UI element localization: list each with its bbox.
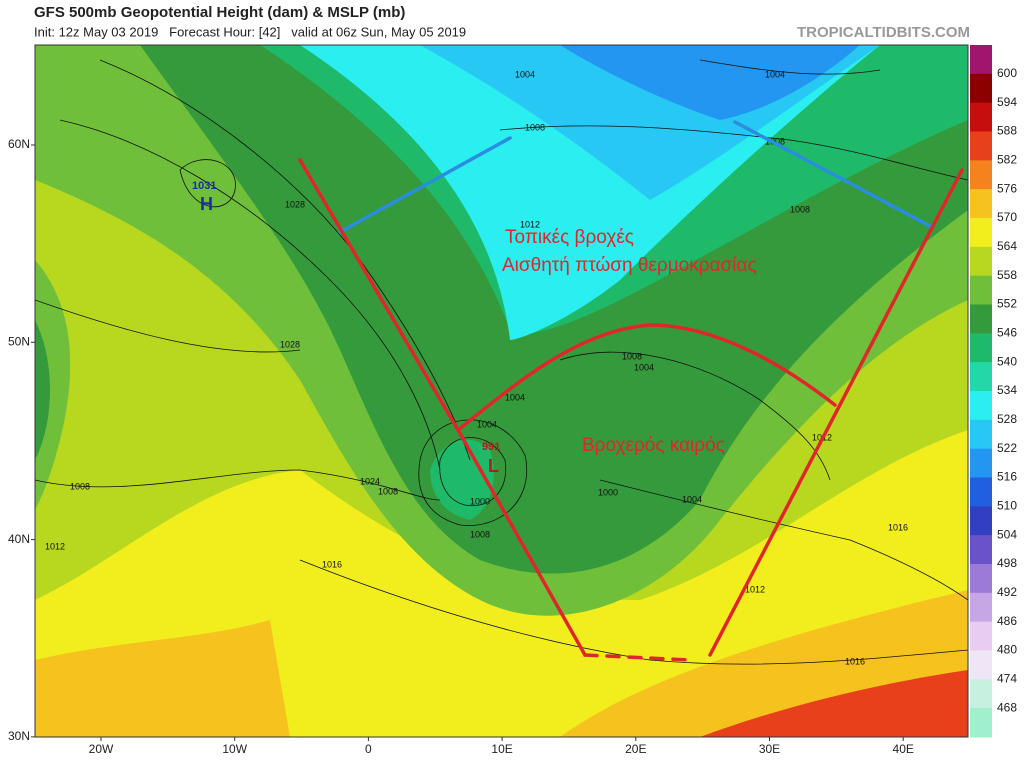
colorbar-segment — [970, 564, 992, 594]
colorbar-label: 594 — [997, 95, 1017, 109]
isobar-label: 1004 — [477, 419, 497, 429]
colorbar-segment — [970, 362, 992, 392]
isobar-label: 1004 — [682, 494, 702, 504]
isobar-label: 1000 — [598, 487, 618, 497]
colorbar-label: 558 — [997, 268, 1017, 282]
colorbar-label: 528 — [997, 412, 1017, 426]
colorbar-label: 516 — [997, 470, 1017, 484]
colorbar-label: 600 — [997, 66, 1017, 80]
colorbar-label: 546 — [997, 326, 1017, 340]
isobar-label: 1028 — [280, 339, 300, 349]
colorbar-segment — [970, 45, 992, 75]
isobar-label: 1004 — [634, 362, 654, 372]
colorbar-label: 468 — [997, 700, 1017, 714]
colorbar-segment — [970, 592, 992, 623]
latitude-label: 50N — [8, 334, 30, 348]
colorbar-segment — [970, 131, 992, 161]
annotation: Αισθητή πτώση θερμοκρασίας — [502, 255, 757, 276]
longitude-label: 30E — [759, 742, 780, 756]
isobar-label: 1008 — [525, 122, 545, 132]
colorbar-segment — [970, 218, 992, 248]
title: GFS 500mb Geopotential Height (dam) & MS… — [34, 4, 405, 21]
colorbar-segment — [970, 304, 992, 334]
isobar-label: 1028 — [285, 199, 305, 209]
isobar-label: 1016 — [888, 522, 908, 532]
longitude-label: 20W — [89, 742, 114, 756]
isobar-label: 1008 — [378, 486, 398, 496]
longitude-label: 0 — [365, 742, 372, 756]
isobar-label: 1012 — [45, 541, 65, 551]
colorbar-segment — [970, 333, 992, 363]
colorbar-segment — [970, 73, 992, 104]
colorbar-segment — [970, 391, 992, 421]
colorbar-segment — [970, 621, 992, 651]
colorbar-label: 492 — [997, 585, 1017, 599]
colorbar-label: 576 — [997, 181, 1017, 195]
latitude-label: 40N — [8, 532, 30, 546]
colorbar-segment — [970, 506, 992, 536]
colorbar-label: 504 — [997, 527, 1017, 541]
isobar-label: 1008 — [790, 204, 810, 214]
colorbar-label: 474 — [997, 672, 1017, 686]
subtitle: Init: 12z May 03 2019 Forecast Hour: [42… — [34, 24, 466, 39]
longitude-label: 40E — [893, 742, 914, 756]
low-pressure-value: 991 — [482, 441, 500, 453]
colorbar: 600 594 588 582 576 570 564 558 552 546 540 534 528 5… — [970, 45, 1017, 738]
isobar-label: 1012 — [745, 584, 765, 594]
colorbar-label: 540 — [997, 354, 1017, 368]
map-frame — [34, 44, 969, 738]
colorbar-segment — [970, 246, 992, 277]
isobar-label: 1004 — [505, 392, 525, 402]
isobar-label: 1016 — [845, 656, 865, 666]
colorbar-label: 582 — [997, 153, 1017, 167]
isobar-label: 1004 — [515, 69, 535, 79]
longitude-label: 10E — [491, 742, 512, 756]
latitude-label: 60N — [8, 137, 30, 151]
isobar-label: 1004 — [765, 69, 785, 79]
isobar-label: 1000 — [470, 496, 490, 506]
colorbar-segment — [970, 189, 992, 219]
colorbar-segment — [970, 102, 992, 132]
source: TROPICALTIDBITS.COM — [797, 24, 970, 41]
colorbar-label: 486 — [997, 614, 1017, 628]
low-pressure-symbol: L — [488, 456, 499, 476]
colorbar-segment — [970, 160, 992, 190]
colorbar-label: 498 — [997, 556, 1017, 570]
colorbar-segment — [970, 535, 992, 565]
colorbar-label: 588 — [997, 124, 1017, 138]
colorbar-segment — [970, 650, 992, 680]
colorbar-segment — [970, 275, 992, 305]
annotation: Βροχερός καιρός — [582, 435, 725, 456]
colorbar-label: 510 — [997, 499, 1017, 513]
colorbar-segment — [970, 419, 992, 450]
colorbar-label: 552 — [997, 297, 1017, 311]
longitude-label: 10W — [222, 742, 247, 756]
high-pressure-value: 1031 — [192, 180, 216, 192]
isobar-label: 1008 — [470, 529, 490, 539]
map: 1004 1004 1008 1008 1008 1012 1028 1028 … — [35, 45, 968, 737]
isobar-label: 1008 — [70, 481, 90, 491]
longitude-label: 20E — [625, 742, 646, 756]
forecast-annotations — [298, 120, 964, 662]
annotation: Τοπικές βροχές — [505, 227, 634, 248]
map-axes: 60N 50N 40N 30N 20W 10W 0 10E 20E 30E 40E — [8, 137, 914, 756]
colorbar-label: 522 — [997, 441, 1017, 455]
colorbar-segment — [970, 448, 992, 478]
high-pressure-symbol: H — [200, 194, 213, 214]
isobar-label: 1012 — [520, 219, 540, 229]
colorbar-label: 570 — [997, 210, 1017, 224]
isobar-label: 1024 — [360, 476, 380, 486]
isobar-label: 1016 — [322, 559, 342, 569]
colorbar-segment — [970, 477, 992, 507]
colorbar-segment — [970, 708, 992, 738]
latitude-label: 30N — [8, 729, 30, 743]
colorbar-label: 480 — [997, 643, 1017, 657]
colorbar-label: 564 — [997, 239, 1017, 253]
colorbar-label: 534 — [997, 383, 1017, 397]
colorbar-segment — [970, 679, 992, 709]
isobar-label: 1008 — [622, 351, 642, 361]
